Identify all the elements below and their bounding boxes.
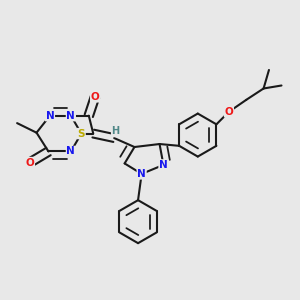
Text: N: N	[137, 169, 146, 179]
Text: N: N	[46, 111, 54, 121]
Text: S: S	[78, 129, 85, 139]
Text: O: O	[26, 158, 34, 167]
Text: O: O	[225, 107, 233, 117]
Text: O: O	[91, 92, 99, 102]
Text: N: N	[67, 146, 75, 157]
Text: H: H	[112, 127, 120, 136]
Text: N: N	[159, 160, 168, 170]
Text: N: N	[67, 111, 75, 121]
